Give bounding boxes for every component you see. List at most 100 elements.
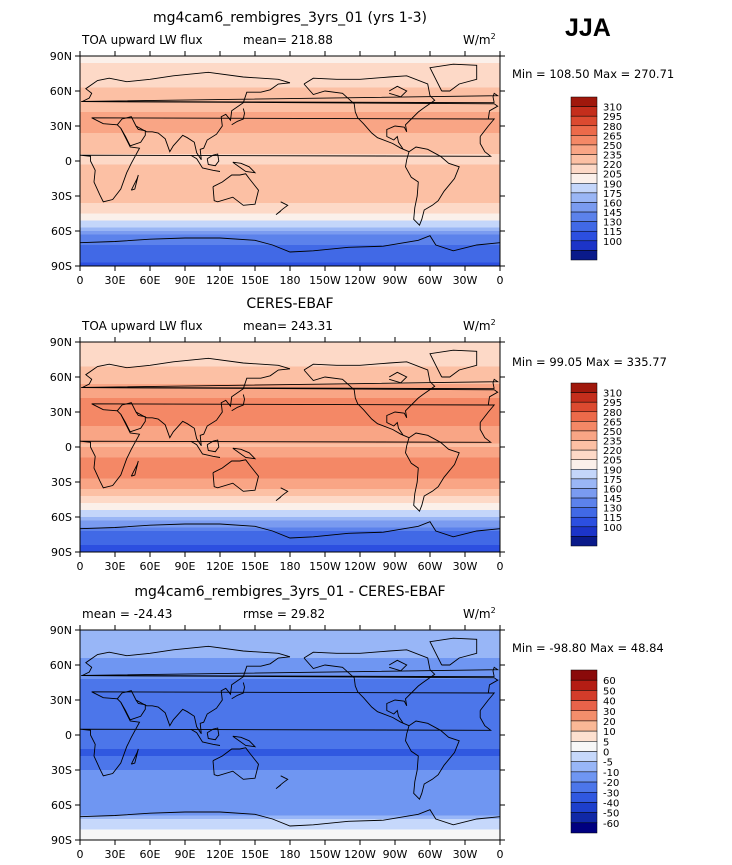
coastline bbox=[429, 349, 478, 378]
lat-band bbox=[80, 534, 500, 539]
lat-band bbox=[80, 724, 500, 729]
colorbar-label: 175 bbox=[603, 475, 622, 486]
lat-band bbox=[80, 231, 500, 236]
lat-band bbox=[80, 391, 500, 396]
lat-tick-label: 30S bbox=[51, 476, 72, 489]
lat-band bbox=[80, 252, 500, 257]
units-label: W/m2 bbox=[463, 606, 496, 621]
colorbar-label: 160 bbox=[603, 484, 622, 495]
season-label: JJA bbox=[565, 14, 611, 42]
lat-band bbox=[80, 412, 500, 417]
lat-tick-label: 90S bbox=[51, 260, 72, 273]
lon-tick-label: 180 bbox=[280, 274, 301, 287]
colorbar-label: 40 bbox=[603, 697, 616, 708]
coastline bbox=[429, 637, 478, 666]
lat-band bbox=[80, 766, 500, 771]
colorbar-label: 50 bbox=[603, 686, 616, 697]
colorbar-swatch bbox=[570, 449, 598, 460]
lat-band bbox=[80, 248, 500, 253]
coastline bbox=[388, 659, 408, 672]
lat-tick-label: 30N bbox=[50, 120, 72, 133]
colorbar-label: 235 bbox=[603, 437, 622, 448]
colorbar-label: 0 bbox=[603, 748, 609, 759]
lat-band bbox=[80, 686, 500, 691]
panel-1: mg4cam6_rembigres_3yrs_01 (yrs 1-3) TOA u… bbox=[50, 10, 674, 287]
lon-tick-label: 150E bbox=[241, 274, 269, 287]
lat-band bbox=[80, 192, 500, 197]
lat-band bbox=[80, 105, 500, 110]
colorbar-swatch bbox=[570, 96, 598, 107]
coastline bbox=[80, 403, 496, 489]
lat-band bbox=[80, 503, 500, 508]
coastline bbox=[232, 161, 257, 174]
lat-band bbox=[80, 833, 500, 838]
lat-tick-label: 60N bbox=[50, 85, 72, 98]
coastline bbox=[82, 357, 499, 406]
lat-band bbox=[80, 150, 500, 155]
panel-title: CERES-EBAF bbox=[246, 296, 333, 312]
lat-band bbox=[80, 742, 500, 747]
lat-band bbox=[80, 756, 500, 761]
lat-band bbox=[80, 217, 500, 222]
coastline bbox=[81, 92, 500, 104]
units-label: W/m2 bbox=[463, 318, 496, 333]
colorbar-label: 175 bbox=[603, 189, 622, 200]
lat-band bbox=[80, 517, 500, 522]
lon-tick-label: 30E bbox=[105, 848, 126, 861]
lat-band bbox=[80, 721, 500, 726]
colorbar-label: -40 bbox=[603, 798, 619, 809]
colorbar-label: -5 bbox=[603, 758, 613, 769]
coastline bbox=[303, 361, 436, 439]
colorbar-label: 250 bbox=[603, 427, 622, 438]
lat-band bbox=[80, 703, 500, 708]
lat-band bbox=[80, 538, 500, 543]
variable-label: TOA upward LW flux bbox=[81, 33, 203, 47]
coastline bbox=[232, 447, 257, 460]
lat-band bbox=[80, 398, 500, 403]
lat-band bbox=[80, 63, 500, 68]
lat-band bbox=[80, 450, 500, 455]
colorbar-label: -50 bbox=[603, 809, 619, 820]
lon-tick-label: 150E bbox=[241, 560, 269, 573]
colorbar-label: 145 bbox=[603, 208, 622, 219]
lat-band bbox=[80, 112, 500, 117]
lat-band bbox=[80, 161, 500, 166]
stat-label: mean= 218.88 bbox=[243, 33, 333, 47]
lat-band bbox=[80, 637, 500, 642]
lat-band bbox=[80, 143, 500, 148]
colorbar-label: 10 bbox=[603, 727, 616, 738]
lat-band bbox=[80, 108, 500, 113]
min-max-label: Min = 99.05 Max = 335.77 bbox=[512, 355, 667, 369]
stat-label: rmse = 29.82 bbox=[243, 607, 325, 621]
coastline bbox=[82, 71, 499, 120]
lat-band bbox=[80, 707, 500, 712]
coastline bbox=[80, 117, 496, 203]
lat-tick-label: 60N bbox=[50, 659, 72, 672]
colorbar-swatch bbox=[570, 440, 598, 451]
colorbar-label: -60 bbox=[603, 819, 619, 830]
lat-band bbox=[80, 98, 500, 103]
coastline bbox=[120, 125, 146, 147]
lat-band bbox=[80, 812, 500, 817]
coastline bbox=[275, 487, 289, 502]
lat-band bbox=[80, 171, 500, 176]
lat-band bbox=[80, 255, 500, 260]
lat-band bbox=[80, 805, 500, 810]
coastline bbox=[275, 775, 289, 790]
colorbar-label: 130 bbox=[603, 218, 622, 229]
coastline bbox=[429, 63, 478, 92]
colorbar-swatch bbox=[570, 230, 598, 242]
coastline bbox=[80, 521, 500, 539]
colorbar-label: 220 bbox=[603, 446, 622, 457]
coastline bbox=[212, 747, 259, 780]
coastline bbox=[405, 720, 460, 801]
lat-band bbox=[80, 401, 500, 406]
lat-band bbox=[80, 784, 500, 789]
lat-band bbox=[80, 651, 500, 656]
lat-tick-label: 30S bbox=[51, 764, 72, 777]
colorbar-swatch bbox=[570, 401, 598, 413]
lat-band bbox=[80, 436, 500, 441]
coastline bbox=[231, 394, 245, 412]
lat-band bbox=[80, 415, 500, 420]
min-max-label: Min = 108.50 Max = 270.71 bbox=[512, 67, 674, 81]
